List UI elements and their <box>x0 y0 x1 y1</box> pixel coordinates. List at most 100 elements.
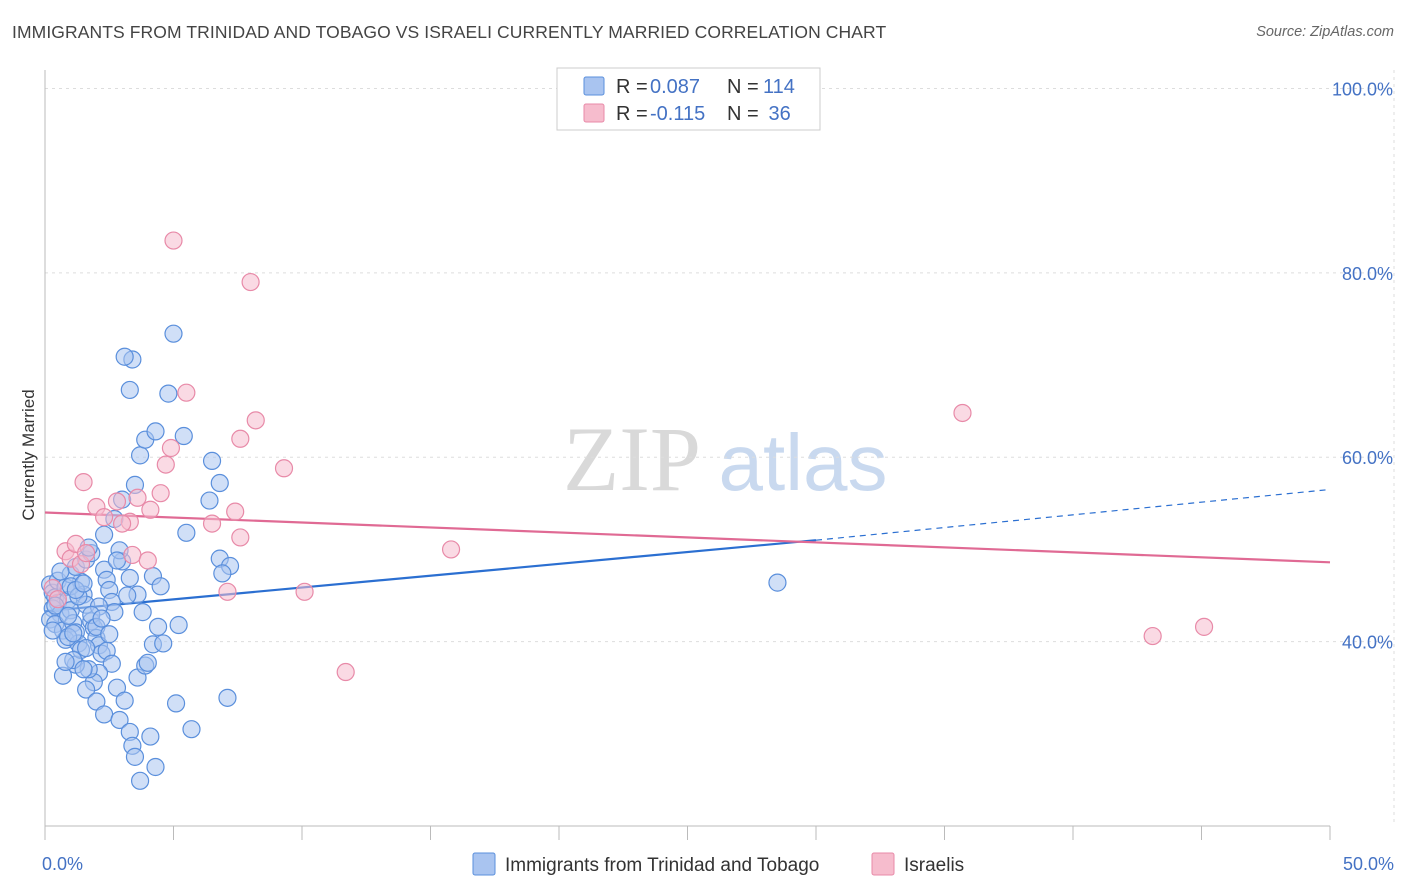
bottom-legend-label-trinidad: Immigrants from Trinidad and Tobago <box>505 855 819 876</box>
data-point <box>161 438 181 458</box>
data-point <box>148 617 168 636</box>
y-tick-label: 60.0% <box>1342 448 1393 468</box>
data-point <box>151 484 170 503</box>
data-point <box>200 491 219 510</box>
data-point <box>77 638 96 658</box>
data-point <box>118 586 137 605</box>
series-israelis-points <box>43 231 1214 682</box>
data-point <box>95 705 114 724</box>
source-label: Source: ZipAtlas.com <box>1256 24 1394 40</box>
data-point <box>241 272 260 292</box>
data-point <box>74 660 93 679</box>
data-point <box>156 455 175 474</box>
data-point <box>159 384 178 403</box>
data-point <box>141 500 160 519</box>
data-point <box>133 603 152 622</box>
data-point <box>74 473 93 492</box>
data-point <box>120 568 139 588</box>
data-point <box>1143 626 1162 646</box>
data-point <box>210 473 229 493</box>
legend-swatch-pink <box>583 103 605 123</box>
legend-blue-n-value: 114 <box>763 76 795 98</box>
bottom-legend-swatch-pink <box>871 852 895 876</box>
legend-swatch-blue <box>583 76 605 96</box>
data-point <box>166 694 186 713</box>
data-point <box>218 688 237 707</box>
data-point <box>77 544 96 563</box>
data-point <box>128 488 147 507</box>
data-point <box>768 573 787 592</box>
data-point <box>51 562 70 581</box>
data-point <box>95 508 114 527</box>
data-point <box>151 577 170 596</box>
y-axis-label: Currently Married <box>19 389 38 520</box>
data-point <box>177 523 196 542</box>
data-point <box>146 757 165 777</box>
data-point <box>169 615 188 635</box>
y-tick-label: 40.0% <box>1342 633 1393 653</box>
data-point <box>56 652 75 671</box>
data-point <box>59 606 78 625</box>
x-tick-label: 50.0% <box>1343 854 1394 874</box>
y-tick-label: 100.0% <box>1332 79 1393 99</box>
data-point <box>953 403 972 423</box>
legend-pink-r-label: R = <box>616 103 648 125</box>
legend-pink-r-value: -0.115 <box>650 103 705 125</box>
watermark-atlas: atlas <box>719 418 888 507</box>
data-point <box>107 492 127 511</box>
legend-blue-r-value: 0.087 <box>650 76 700 98</box>
x-tick-labels: 0.0% 50.0% <box>42 854 1394 874</box>
data-point <box>1194 617 1214 636</box>
axes <box>44 70 1331 840</box>
data-point <box>130 446 150 465</box>
data-point <box>130 771 150 790</box>
data-point <box>102 654 121 673</box>
trend-line-israelis <box>44 511 1331 564</box>
data-point <box>138 551 157 570</box>
data-point <box>146 422 165 441</box>
y-tick-labels: 40.0% 60.0% 80.0% 100.0% <box>1332 79 1393 652</box>
data-point <box>154 634 173 653</box>
data-point <box>336 662 355 682</box>
data-point <box>112 514 132 533</box>
data-point <box>174 426 193 446</box>
data-point <box>64 624 83 643</box>
series-trinidad-points <box>41 324 787 790</box>
data-point <box>115 691 134 710</box>
data-point <box>441 540 461 559</box>
data-point <box>43 621 62 640</box>
data-point <box>246 411 265 430</box>
data-point <box>48 590 67 609</box>
trend-line-trinidad <box>44 488 1331 613</box>
data-point <box>274 459 294 478</box>
data-point <box>74 574 93 593</box>
legend-blue-n-label: N = <box>727 76 759 98</box>
data-point <box>182 720 201 739</box>
watermark-zip: ZIP <box>563 408 701 510</box>
x-tick-label: 0.0% <box>42 854 83 874</box>
data-point <box>123 545 142 565</box>
trend-solid <box>44 539 817 613</box>
series-legend: Immigrants from Trinidad and Tobago Isra… <box>472 852 964 876</box>
data-point <box>100 625 119 644</box>
stats-legend: R = 0.087 N = 114 R = -0.115 N = 36 <box>556 67 821 131</box>
data-point <box>226 502 245 521</box>
data-point <box>125 747 145 766</box>
data-point <box>95 525 114 544</box>
data-point <box>110 710 129 730</box>
legend-pink-n-label: N = <box>727 103 759 125</box>
bottom-legend-label-israelis: Israelis <box>904 855 964 876</box>
data-point <box>107 551 127 570</box>
data-point <box>202 514 222 533</box>
data-point <box>115 347 134 366</box>
data-point <box>92 609 111 628</box>
data-point <box>231 429 250 448</box>
bottom-legend-swatch-blue <box>472 852 496 876</box>
data-point <box>120 380 139 400</box>
data-point <box>77 680 96 699</box>
legend-blue-r-label: R = <box>616 76 648 98</box>
data-point <box>177 383 196 402</box>
data-point <box>138 653 157 672</box>
y-tick-label: 80.0% <box>1342 264 1393 284</box>
